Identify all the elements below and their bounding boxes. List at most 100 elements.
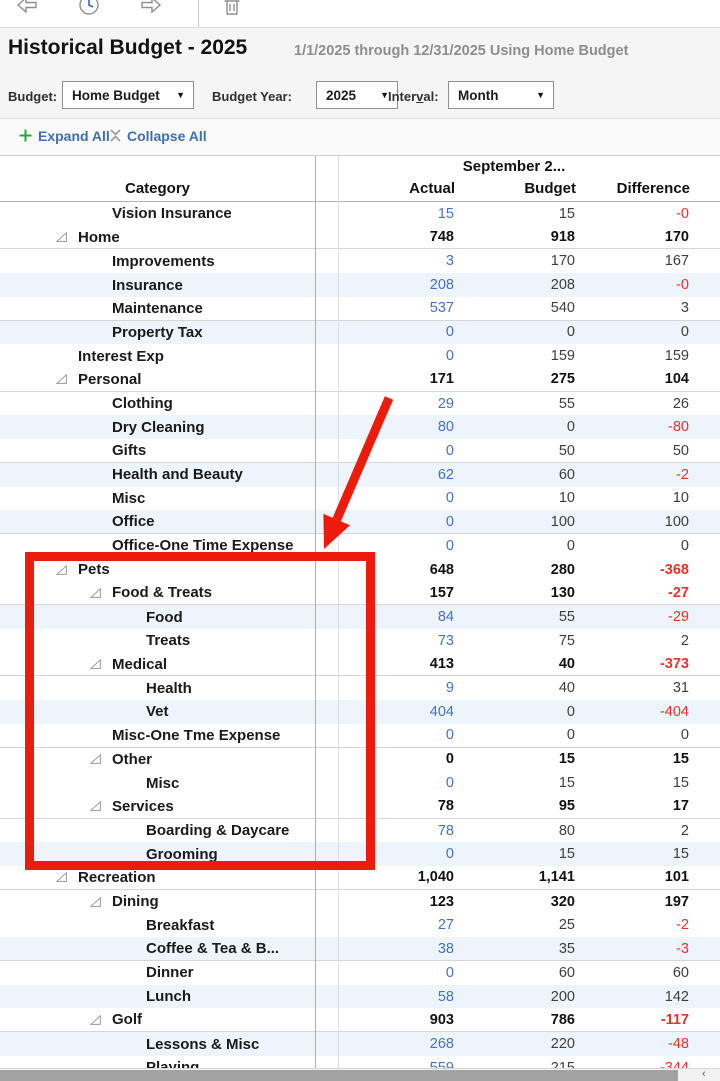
table-row[interactable]: Health and Beauty 62 60 -2 [0, 462, 720, 487]
table-row[interactable]: Office 0 100 100 [0, 510, 720, 535]
expand-triangle-icon[interactable] [90, 587, 101, 598]
actual-value[interactable]: 903 [429, 1011, 454, 1028]
actual-value[interactable]: 0 [445, 348, 454, 365]
actual-value[interactable]: 3 [445, 253, 454, 270]
actual-value[interactable]: 80 [437, 419, 454, 436]
expand-triangle-icon[interactable] [56, 872, 67, 883]
table-row[interactable]: Lessons & Misc 268 220 -48 [0, 1032, 720, 1056]
actual-value[interactable]: 1,040 [417, 869, 454, 886]
trash-icon[interactable] [219, 0, 245, 19]
table-row[interactable]: Improvements 3 170 167 [0, 249, 720, 274]
actual-value[interactable]: 15 [437, 205, 454, 222]
table-row[interactable]: Pets 648 280 -368 [0, 557, 720, 582]
period-column-header[interactable]: September 2... [462, 158, 566, 175]
interval-dropdown[interactable]: Month ▼ [448, 81, 554, 109]
actual-value[interactable]: 0 [445, 442, 454, 459]
history-icon[interactable] [76, 0, 102, 19]
actual-value[interactable]: 268 [429, 1036, 454, 1053]
actual-value[interactable]: 0 [445, 490, 454, 507]
table-row[interactable]: Maintenance 537 540 3 [0, 296, 720, 321]
expand-triangle-icon[interactable] [90, 801, 101, 812]
actual-value[interactable]: 171 [429, 371, 454, 388]
scrollbar-thumb[interactable] [0, 1070, 678, 1081]
expand-all-button[interactable]: Expand All [38, 128, 110, 144]
actual-value[interactable]: 0 [445, 537, 454, 554]
actual-value[interactable]: 0 [445, 775, 454, 792]
actual-value[interactable]: 404 [429, 703, 454, 720]
actual-value[interactable]: 0 [445, 964, 454, 981]
table-row[interactable]: Interest Exp 0 159 159 [0, 344, 720, 369]
scrollbar-left-arrow[interactable]: ‹ [702, 1068, 706, 1080]
table-row[interactable]: Dinner 0 60 60 [0, 961, 720, 985]
table-row[interactable]: Misc 0 10 10 [0, 486, 720, 511]
table-row[interactable]: Treats 73 75 2 [0, 628, 720, 653]
actual-value[interactable]: 73 [437, 632, 454, 649]
difference-value: 17 [672, 798, 689, 815]
actual-value[interactable]: 208 [429, 277, 454, 294]
actual-value[interactable]: 9 [445, 680, 454, 697]
table-row[interactable]: Grooming 0 15 15 [0, 842, 720, 867]
difference-value: 167 [664, 253, 689, 270]
actual-value[interactable]: 62 [437, 466, 454, 483]
table-row[interactable]: Breakfast 27 25 -2 [0, 913, 720, 938]
actual-value[interactable]: 123 [429, 893, 454, 910]
expand-triangle-icon[interactable] [90, 754, 101, 765]
table-row[interactable]: Dry Cleaning 80 0 -80 [0, 415, 720, 440]
collapse-all-button[interactable]: Collapse All [127, 128, 207, 144]
actual-value[interactable]: 537 [429, 300, 454, 317]
table-row[interactable]: Property Tax 0 0 0 [0, 320, 720, 345]
expand-triangle-icon[interactable] [56, 374, 67, 385]
actual-value[interactable]: 84 [437, 609, 454, 626]
category-cell: Vet [0, 703, 315, 720]
table-row[interactable]: Gifts 0 50 50 [0, 439, 720, 463]
actual-value[interactable]: 78 [437, 822, 454, 839]
table-row[interactable]: Clothing 29 55 26 [0, 391, 720, 416]
actual-value[interactable]: 78 [437, 798, 454, 815]
actual-value[interactable]: 27 [437, 917, 454, 934]
expand-triangle-icon[interactable] [56, 232, 67, 242]
actual-value[interactable]: 58 [437, 988, 454, 1005]
actual-value[interactable]: 0 [445, 727, 454, 744]
actual-value[interactable]: 0 [445, 324, 454, 341]
table-row[interactable]: Services 78 95 17 [0, 794, 720, 819]
table-row[interactable]: Insurance 208 208 -0 [0, 273, 720, 297]
actual-value[interactable]: 413 [429, 656, 454, 673]
table-row[interactable]: Lunch 58 200 142 [0, 984, 720, 1009]
table-row[interactable]: Vet 404 0 -404 [0, 700, 720, 724]
actual-value[interactable]: 0 [445, 513, 454, 530]
actual-value[interactable]: 29 [437, 395, 454, 412]
table-row[interactable]: Food & Treats 157 130 -27 [0, 581, 720, 606]
table-row[interactable]: Food 84 55 -29 [0, 605, 720, 629]
table-row[interactable]: Dining 123 320 197 [0, 889, 720, 914]
actual-value[interactable]: 648 [429, 561, 454, 578]
table-row[interactable]: Home 748 918 170 [0, 225, 720, 250]
expand-triangle-icon[interactable] [90, 1014, 101, 1025]
table-row[interactable]: Recreation 1,040 1,141 101 [0, 866, 720, 890]
pane-splitter[interactable] [315, 156, 316, 1068]
back-arrow-icon[interactable] [14, 0, 40, 19]
actual-value[interactable]: 157 [429, 584, 454, 601]
table-row[interactable]: Boarding & Daycare 78 80 2 [0, 818, 720, 843]
table-row[interactable]: Office-One Time Expense 0 0 0 [0, 534, 720, 558]
expand-triangle-icon[interactable] [56, 564, 67, 575]
table-row[interactable]: Health 9 40 31 [0, 676, 720, 701]
expand-triangle-icon[interactable] [90, 896, 101, 907]
actual-value[interactable]: 38 [437, 940, 454, 957]
table-row[interactable]: Medical 413 40 -373 [0, 652, 720, 677]
table-row[interactable]: Coffee & Tea & B... 38 35 -3 [0, 937, 720, 961]
table-row[interactable]: Other 0 15 15 [0, 747, 720, 772]
table-row[interactable]: Golf 903 786 -117 [0, 1008, 720, 1033]
budget-dropdown[interactable]: Home Budget ▼ [62, 81, 194, 109]
forward-arrow-icon[interactable] [138, 0, 164, 19]
difference-value: -404 [659, 703, 689, 720]
table-row[interactable]: Misc 0 15 15 [0, 771, 720, 795]
actual-value[interactable]: 0 [445, 751, 454, 768]
actual-value[interactable]: 0 [445, 846, 454, 863]
expand-triangle-icon[interactable] [90, 659, 101, 669]
table-row[interactable]: Misc-One Tme Expense 0 0 0 [0, 723, 720, 748]
table-row[interactable]: Personal 171 275 104 [0, 368, 720, 392]
actual-value[interactable]: 748 [429, 229, 454, 246]
table-row[interactable]: Vision Insurance 15 15 -0 [0, 202, 720, 226]
budget-year-dropdown[interactable]: 2025 ▼ [316, 81, 398, 109]
horizontal-scrollbar[interactable]: ‹ [0, 1068, 720, 1081]
